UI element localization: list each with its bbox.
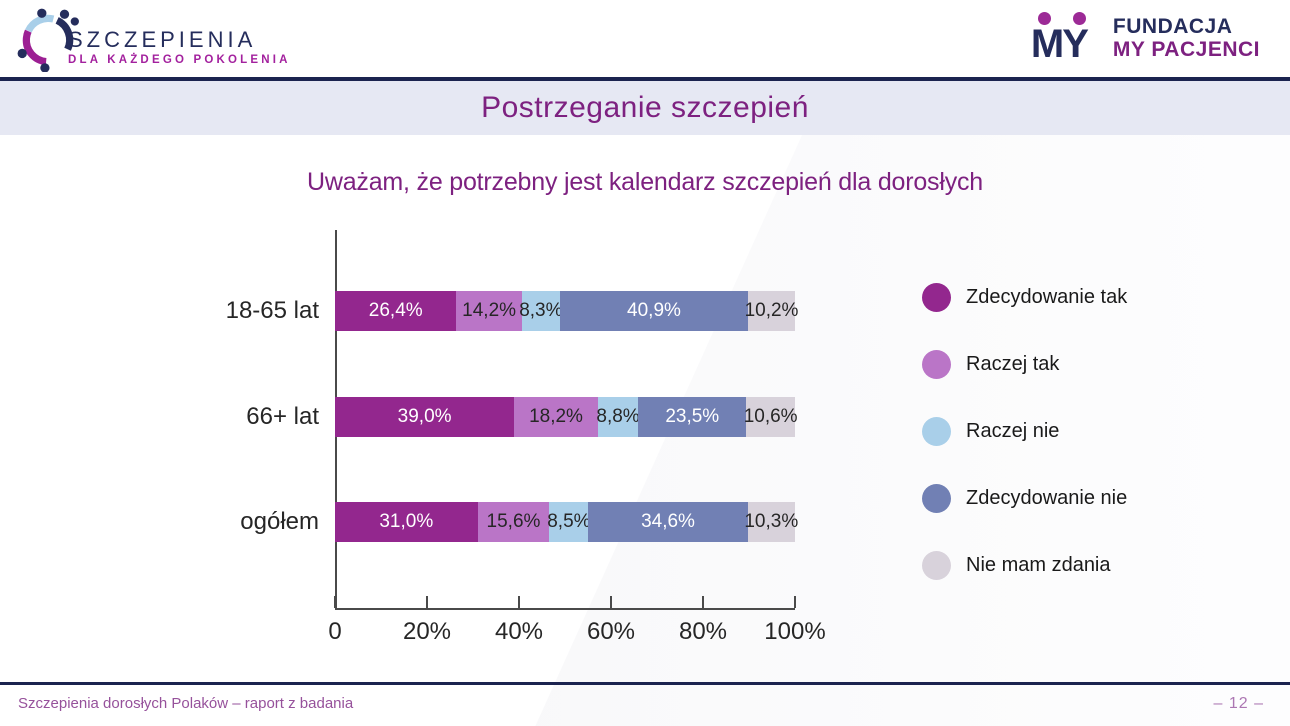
my-pacjenci-logo-icon: MY bbox=[1031, 12, 1101, 64]
bar-row-2: 66+ lat 39,0% 18,2% 8,8% 23,5% 10,6% bbox=[246, 397, 798, 437]
chart-title: Uważam, że potrzebny jest kalendarz szcz… bbox=[306, 168, 984, 196]
logo-fundacja-my-pacjenci: MY FUNDACJA MY PACJENCI bbox=[1031, 12, 1260, 64]
x-axis-tick-mark bbox=[702, 596, 704, 608]
legend-label: Zdecydowanie nie bbox=[966, 487, 1128, 509]
x-axis-tick-mark bbox=[794, 596, 796, 608]
legend-item: Raczej tak bbox=[922, 350, 1127, 379]
bar-value-label: 10,6% bbox=[743, 406, 798, 427]
bar-segment: 39,0% bbox=[335, 397, 515, 437]
legend-swatch-icon bbox=[922, 551, 951, 580]
bar-segment: 31,0% bbox=[335, 502, 478, 542]
bar-value-label: 40,9% bbox=[627, 300, 681, 321]
page-title: Postrzeganie szczepień bbox=[481, 91, 809, 124]
legend-swatch-icon bbox=[922, 350, 951, 379]
logo-fundacja-text: FUNDACJA MY PACJENCI bbox=[1113, 15, 1260, 61]
legend-swatch-icon bbox=[922, 417, 951, 446]
title-bar: Postrzeganie szczepień bbox=[0, 77, 1290, 135]
bar-segment: 10,2% bbox=[745, 291, 798, 331]
bar-segment: 15,6% bbox=[477, 502, 550, 542]
category-label: ogółem bbox=[240, 508, 319, 535]
bar-value-label: 26,4% bbox=[368, 300, 423, 321]
bar-value-label: 10,3% bbox=[744, 511, 799, 532]
logo-szczepienia-text: SZCZEPIENIA DLA KAŻDEGO POKOLENIA bbox=[68, 27, 291, 72]
chart-legend: Zdecydowanie tak Raczej tak Raczej nie Zdec… bbox=[922, 283, 1127, 618]
bar-segment: 40,9% bbox=[559, 291, 749, 331]
legend-item: Raczej nie bbox=[922, 417, 1127, 446]
logo-szczepienia-title: SZCZEPIENIA bbox=[68, 27, 257, 52]
bar-value-label: 34,6% bbox=[641, 511, 695, 532]
legend-swatch-icon bbox=[922, 484, 951, 513]
bar-value-label: 39,0% bbox=[397, 406, 452, 427]
x-axis-tick-label: 60% bbox=[586, 618, 636, 645]
footer: Szczepienia dorosłych Polaków – raport z… bbox=[0, 682, 1290, 726]
bar-value-label: 8,3% bbox=[519, 300, 563, 321]
bar-value-label: 15,6% bbox=[486, 511, 541, 532]
x-axis-tick-label: 20% bbox=[402, 618, 452, 645]
logo-monogram: MY bbox=[1030, 22, 1089, 66]
logo-fundacja-line2: MY PACJENCI bbox=[1112, 38, 1260, 61]
bar-segment: 8,8% bbox=[596, 397, 640, 437]
x-axis-tick-mark bbox=[334, 596, 336, 608]
category-label: 18-65 lat bbox=[225, 297, 319, 324]
logo-szczepienia: SZCZEPIENIA DLA KAŻDEGO POKOLENIA bbox=[16, 6, 291, 72]
bar-segment: 10,3% bbox=[744, 502, 798, 542]
szczepienia-logo-icon bbox=[17, 8, 79, 72]
bar-segment: 10,6% bbox=[743, 397, 798, 437]
logo-fundacja-line1: FUNDACJA bbox=[1112, 14, 1233, 38]
x-axis-tick-mark bbox=[610, 596, 612, 608]
footer-source: Szczepienia dorosłych Polaków – raport z… bbox=[18, 695, 354, 712]
bar-segment: 8,5% bbox=[547, 502, 591, 542]
bar-segment: 34,6% bbox=[588, 502, 748, 542]
legend-label: Zdecydowanie tak bbox=[966, 286, 1128, 308]
bar-value-label: 31,0% bbox=[379, 511, 434, 532]
bar-segment: 8,3% bbox=[519, 291, 563, 331]
x-axis-tick-label: 0 bbox=[328, 618, 342, 645]
legend-item: Zdecydowanie tak bbox=[922, 283, 1127, 312]
x-axis-tick-mark bbox=[426, 596, 428, 608]
bar-value-label: 14,2% bbox=[462, 300, 517, 321]
bar-segment: 14,2% bbox=[456, 291, 522, 331]
category-label: 66+ lat bbox=[246, 403, 319, 430]
bar-value-label: 18,2% bbox=[529, 406, 583, 427]
bar-segment: 18,2% bbox=[514, 397, 598, 437]
header: SZCZEPIENIA DLA KAŻDEGO POKOLENIA MY FUN… bbox=[0, 0, 1290, 77]
x-axis-tick-label: 80% bbox=[678, 618, 728, 645]
bar-value-label: 8,8% bbox=[596, 406, 640, 427]
legend-item: Nie mam zdania bbox=[922, 551, 1127, 580]
page-number: – 12 – bbox=[1213, 695, 1264, 712]
x-axis-tick-label: 100% bbox=[764, 618, 826, 645]
legend-label: Nie mam zdania bbox=[966, 554, 1111, 576]
bar-row-1: 18-65 lat 26,4% 14,2% 8,3% 40,9% 10,2% bbox=[226, 291, 798, 331]
legend-swatch-icon bbox=[922, 283, 951, 312]
bar-row-3: ogółem 31,0% 15,6% 8,5% 34,6% 10,3% bbox=[240, 502, 798, 542]
legend-label: Raczej nie bbox=[966, 420, 1060, 442]
stacked-bar-chart: 18-65 lat 26,4% 14,2% 8,3% 40,9% 10,2% 66+ lat… bbox=[226, 230, 826, 645]
bar-value-label: 23,5% bbox=[665, 406, 720, 427]
bar-segment: 23,5% bbox=[638, 397, 747, 437]
bar-value-label: 10,2% bbox=[744, 300, 799, 321]
x-axis-tick-mark bbox=[518, 596, 520, 608]
legend-label: Raczej tak bbox=[966, 353, 1060, 375]
x-axis bbox=[335, 608, 795, 610]
bar-segment: 26,4% bbox=[335, 291, 457, 331]
logo-szczepienia-subtitle: DLA KAŻDEGO POKOLENIA bbox=[68, 54, 291, 66]
x-axis-tick-label: 40% bbox=[494, 618, 544, 645]
legend-item: Zdecydowanie nie bbox=[922, 484, 1127, 513]
bar-value-label: 8,5% bbox=[547, 511, 591, 532]
